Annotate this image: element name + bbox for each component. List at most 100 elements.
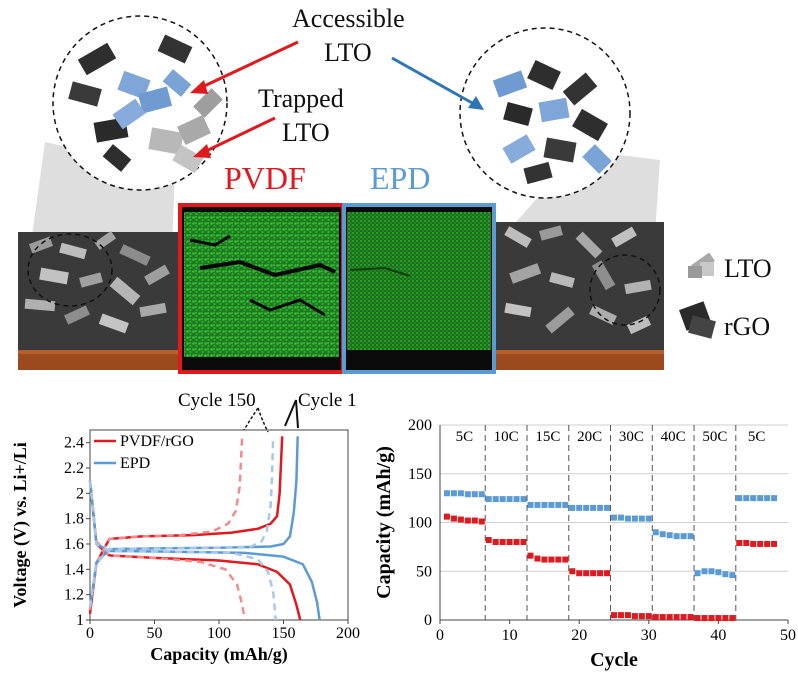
x-tick-label: 0	[86, 625, 94, 642]
data-point	[645, 613, 652, 620]
data-point	[534, 501, 541, 508]
data-point	[527, 501, 534, 508]
data-point	[492, 539, 499, 545]
y-tick-label: 1.2	[64, 587, 84, 604]
rgo-legend-glyph	[679, 301, 716, 339]
legend-label-epd: EPD	[120, 455, 150, 472]
data-point	[743, 495, 750, 502]
y-axis-title: Voltage (V) vs. Li+/Li	[10, 442, 31, 608]
rate-label: 20C	[577, 429, 602, 445]
data-point	[729, 572, 736, 579]
data-point	[659, 614, 666, 621]
data-point	[736, 495, 743, 502]
data-point	[673, 614, 680, 621]
data-point	[729, 615, 736, 622]
y-tick-label: 1.4	[64, 561, 84, 578]
data-point	[617, 612, 624, 619]
annotation-arrow	[284, 399, 297, 427]
data-point	[450, 490, 457, 497]
x-tick-label: 50	[780, 627, 796, 644]
data-point	[701, 615, 708, 622]
accessible-label-line1: Accessible	[292, 4, 405, 33]
data-point	[443, 513, 450, 520]
annotation-cycle-150: Cycle 150	[178, 390, 256, 411]
data-point	[736, 539, 743, 546]
data-point	[527, 552, 534, 559]
data-point	[638, 515, 645, 522]
data-point	[485, 496, 492, 503]
series-line	[88, 480, 278, 621]
data-point	[471, 491, 478, 498]
magnify-circle-right	[459, 27, 631, 199]
data-point	[666, 532, 673, 539]
series-epd	[443, 490, 778, 579]
data-point	[743, 539, 750, 546]
data-point	[541, 556, 548, 563]
data-point	[569, 568, 576, 575]
x-axis-title: Cycle	[590, 649, 638, 671]
data-point	[450, 515, 457, 522]
rate-label: 50C	[702, 429, 727, 445]
pvdf-label: PVDF	[224, 160, 306, 196]
rate-label: 15C	[535, 429, 560, 445]
magnify-circle-left	[52, 15, 228, 191]
series-line	[88, 480, 321, 621]
data-point	[534, 555, 541, 562]
electrode-block-right	[494, 222, 664, 350]
data-point	[506, 496, 513, 503]
data-point	[499, 539, 506, 545]
data-point	[611, 612, 617, 619]
data-point	[583, 504, 590, 511]
rate-label: 5C	[456, 429, 474, 445]
annotation-arrow	[295, 399, 299, 429]
data-point	[750, 495, 757, 502]
data-point	[687, 614, 694, 621]
series-line	[88, 436, 284, 614]
data-point	[611, 514, 617, 521]
annotation-cycle-1: Cycle 1	[298, 390, 357, 411]
y-tick-label: 1.6	[64, 536, 84, 553]
data-point	[631, 515, 638, 522]
y-tick-label: 2.2	[64, 460, 84, 477]
epd-micrograph	[342, 203, 496, 374]
data-point	[680, 614, 687, 621]
x-tick-label: 150	[272, 625, 296, 642]
data-point	[520, 496, 527, 503]
data-point	[583, 570, 590, 577]
data-point	[471, 517, 478, 524]
data-point	[771, 495, 778, 502]
trapped-label-line2: LTO	[282, 118, 330, 147]
annotation-arrow	[243, 407, 259, 431]
y-tick-label: 100	[408, 515, 432, 532]
data-point	[694, 570, 701, 577]
accessible-label-line2: LTO	[324, 38, 372, 67]
data-point	[478, 518, 485, 525]
data-point	[722, 615, 729, 622]
chart1-legend: PVDF/rGO EPD	[94, 433, 194, 472]
legend-lto-label: LTO	[724, 254, 772, 283]
y-tick-label: 150	[408, 466, 432, 483]
data-point	[464, 517, 471, 524]
data-point	[485, 537, 492, 544]
x-tick-label: 20	[571, 627, 587, 644]
data-point	[666, 614, 673, 621]
legend-label-pvdf: PVDF/rGO	[120, 433, 194, 450]
data-point	[478, 491, 485, 498]
data-point	[457, 516, 464, 523]
data-point	[687, 533, 694, 540]
data-point	[464, 491, 471, 498]
data-point	[562, 556, 569, 563]
rate-label: 5C	[748, 429, 766, 445]
electrode-block-left	[18, 230, 182, 350]
data-point	[457, 490, 464, 497]
y-tick-label: 200	[408, 417, 432, 434]
series-line	[88, 436, 275, 608]
x-tick-label: 200	[336, 625, 360, 642]
annotation-arrow	[257, 407, 269, 433]
data-point	[694, 615, 701, 622]
y-tick-label: 0	[424, 612, 432, 629]
data-point	[617, 514, 624, 521]
series-line	[88, 480, 247, 621]
data-point	[541, 501, 548, 508]
data-point	[645, 515, 652, 522]
